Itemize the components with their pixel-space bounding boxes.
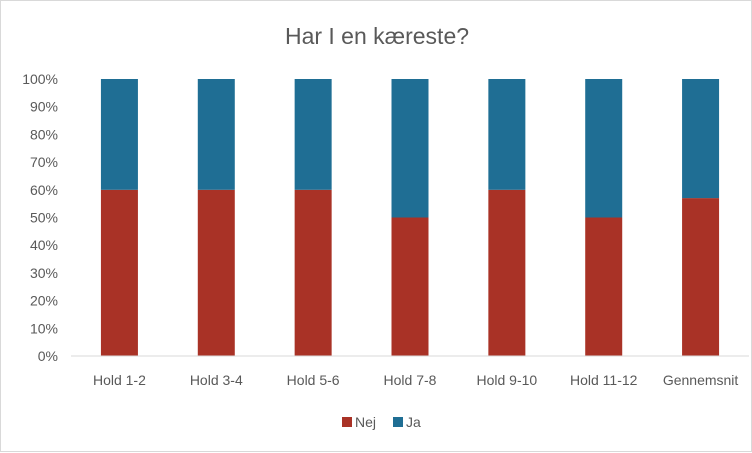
x-tick-label: Gennemsnit bbox=[663, 372, 739, 388]
y-tick-label: 60% bbox=[30, 182, 58, 198]
y-tick-label: 30% bbox=[30, 265, 58, 281]
x-tick-label: Hold 11-12 bbox=[570, 372, 638, 388]
x-tick-label: Hold 7-8 bbox=[384, 372, 437, 388]
legend-label-nej: Nej bbox=[355, 414, 376, 430]
y-tick-label: 0% bbox=[38, 348, 58, 364]
y-tick-label: 50% bbox=[30, 210, 58, 226]
bar-nej-7 bbox=[682, 198, 720, 356]
bars-group bbox=[100, 79, 720, 356]
bar-nej-2 bbox=[197, 189, 235, 356]
legend-swatch-nej bbox=[342, 417, 352, 427]
bar-nej-3 bbox=[294, 189, 332, 356]
bar-ja-2 bbox=[197, 79, 235, 190]
bar-ja-3 bbox=[294, 79, 332, 190]
x-tick-label: Hold 9-10 bbox=[477, 372, 538, 388]
legend-label-ja: Ja bbox=[406, 414, 421, 430]
x-axis: Hold 1-2 Hold 3-4 Hold 5-6 Hold 7-8 Hold 9-1… bbox=[93, 372, 738, 388]
x-tick-label: Hold 3-4 bbox=[190, 372, 243, 388]
y-tick-label: 20% bbox=[30, 293, 58, 309]
y-tick-label: 80% bbox=[30, 126, 58, 142]
bar-nej-5 bbox=[488, 189, 526, 356]
bar-nej-4 bbox=[391, 217, 429, 356]
bar-ja-4 bbox=[391, 79, 429, 218]
y-tick-label: 10% bbox=[30, 320, 58, 336]
legend: Nej Ja bbox=[342, 414, 421, 430]
legend-swatch-ja bbox=[393, 417, 403, 427]
y-tick-label: 70% bbox=[30, 154, 58, 170]
bar-ja-1 bbox=[100, 79, 138, 190]
chart-title: Har I en kæreste? bbox=[285, 23, 469, 49]
bar-ja-6 bbox=[585, 79, 623, 218]
y-tick-label: 90% bbox=[30, 99, 58, 115]
bar-nej-6 bbox=[585, 217, 623, 356]
x-tick-label: Hold 1-2 bbox=[93, 372, 146, 388]
y-tick-label: 100% bbox=[22, 71, 58, 87]
y-tick-label: 40% bbox=[30, 237, 58, 253]
x-tick-label: Hold 5-6 bbox=[287, 372, 340, 388]
bar-nej-1 bbox=[100, 189, 138, 356]
y-axis: 0% 10% 20% 30% 40% 50% 60% 70% 80% 90% 100% bbox=[22, 71, 58, 364]
bar-ja-7 bbox=[682, 79, 720, 199]
bar-ja-5 bbox=[488, 79, 526, 190]
